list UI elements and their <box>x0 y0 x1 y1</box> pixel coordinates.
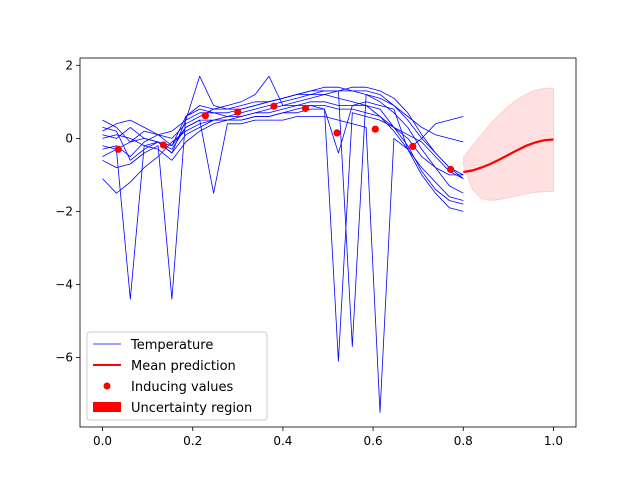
legend: Temperature Mean prediction Inducing val… <box>86 331 268 421</box>
x-tick-label: 0.2 <box>183 434 202 448</box>
temperature-series-8 <box>102 90 464 348</box>
legend-mean-label: Mean prediction <box>131 359 236 374</box>
x-tick-label: 0.8 <box>454 434 473 448</box>
x-tick-label: 0.0 <box>93 434 112 448</box>
x-tick-label: 0.4 <box>273 434 292 448</box>
mean-prediction-group <box>463 138 554 174</box>
inducing-value-point <box>201 112 209 120</box>
y-tick-label: −2 <box>55 204 73 218</box>
legend-uncertainty-swatch <box>93 402 121 412</box>
y-tick-label: 2 <box>65 58 73 72</box>
legend-frame <box>86 331 268 421</box>
y-tick-label: −6 <box>55 351 73 365</box>
temperature-series-1 <box>102 94 464 176</box>
inducing-value-point <box>301 104 310 112</box>
inducing-value-point <box>333 129 341 137</box>
inducing-value-point <box>270 102 278 110</box>
x-tick-label: 1.0 <box>544 434 563 448</box>
legend-inducing-label: Inducing values <box>131 380 233 395</box>
temperature-series-6 <box>102 86 464 179</box>
inducing-value-point <box>159 141 167 149</box>
temperature-series-10 <box>102 75 464 154</box>
inducing-values-group <box>114 102 455 173</box>
legend-uncertainty-label: Uncertainty region <box>131 401 252 416</box>
y-tick-label: −4 <box>55 278 73 292</box>
inducing-value-point <box>447 165 455 173</box>
inducing-value-point <box>409 142 417 150</box>
y-tick-label: 0 <box>65 131 73 145</box>
inducing-value-point <box>114 145 122 153</box>
mean-prediction-line <box>463 138 554 174</box>
legend-temperature-label: Temperature <box>130 338 213 353</box>
uncertainty-region <box>462 87 554 202</box>
inducing-value-point <box>371 125 379 133</box>
x-tick-label: 0.6 <box>364 434 383 448</box>
temperature-series-3 <box>102 75 464 176</box>
legend-inducing-swatch <box>103 382 111 390</box>
axis-ticks-group: 0.0 0.2 0.4 0.6 0.8 1.0 2 0 −2 −4 −6 <box>55 58 563 448</box>
plot-frame <box>79 57 577 428</box>
inducing-value-point <box>234 108 242 116</box>
uncertainty-region-group <box>462 87 554 202</box>
